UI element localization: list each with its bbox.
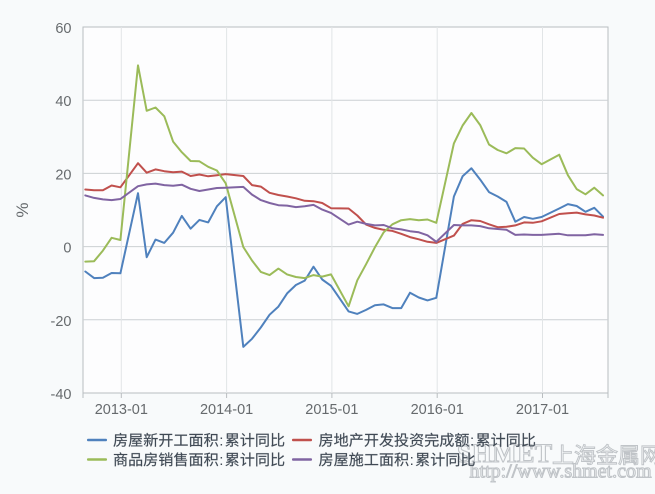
svg-text::: : [219,433,223,450]
svg-text:-40: -40 [51,387,72,403]
svg-text:%: % [13,202,32,217]
svg-text:2015-01: 2015-01 [305,402,358,418]
svg-text:2016-01: 2016-01 [411,402,464,418]
svg-text:2013-01: 2013-01 [95,402,148,418]
svg-text::: : [219,452,223,469]
svg-text:60: 60 [55,21,71,37]
svg-text:http://www.shmet.com: http://www.shmet.com [470,461,652,483]
svg-text:20: 20 [55,167,71,183]
svg-text:SHMET: SHMET [457,439,552,468]
svg-text::: : [410,452,414,469]
svg-text::: : [470,433,474,450]
svg-text:2014-01: 2014-01 [200,402,253,418]
svg-text:-20: -20 [51,314,72,330]
svg-text:40: 40 [55,94,71,110]
svg-text:2017-01: 2017-01 [516,402,569,418]
svg-text:0: 0 [63,241,71,257]
